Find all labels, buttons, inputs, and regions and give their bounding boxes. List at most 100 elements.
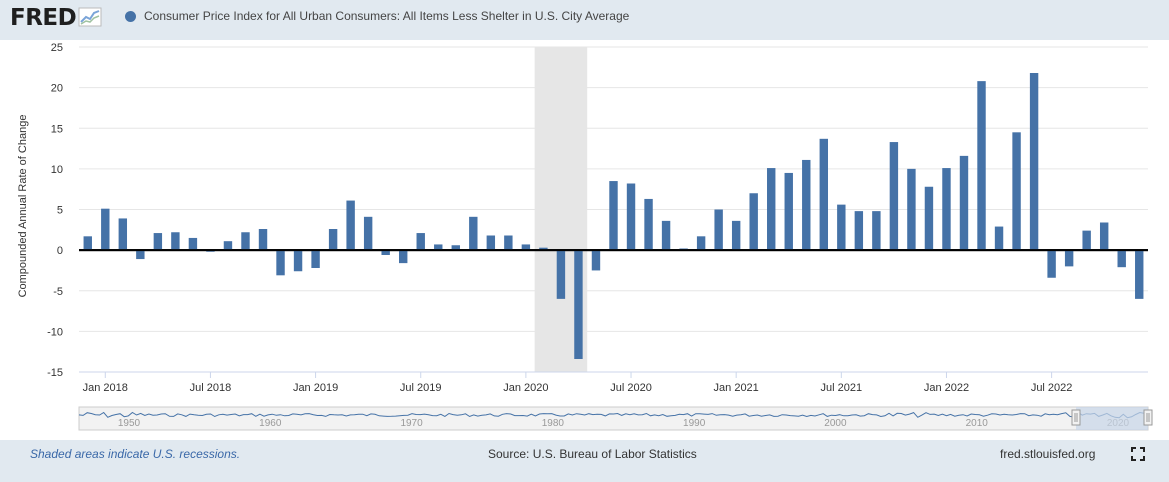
navigator-left-handle[interactable]	[1071, 409, 1081, 426]
bar[interactable]	[363, 216, 373, 251]
x-tick-label: Jul 2019	[400, 382, 442, 394]
bar[interactable]	[328, 229, 338, 251]
bar[interactable]	[1135, 250, 1144, 299]
legend-marker	[125, 10, 136, 22]
bar[interactable]	[626, 183, 636, 251]
bar[interactable]	[907, 168, 916, 251]
bar[interactable]	[889, 142, 899, 251]
x-tick-label: Jul 2020	[610, 382, 652, 394]
bar[interactable]	[1082, 230, 1091, 251]
bar[interactable]	[644, 198, 653, 251]
fullscreen-icon[interactable]	[1131, 447, 1145, 461]
y-tick-label: 5	[57, 205, 63, 217]
navigator-label: 1960	[259, 418, 282, 429]
y-tick-label: -10	[47, 326, 63, 338]
y-tick-label: 0	[57, 245, 63, 257]
bar[interactable]	[521, 244, 531, 251]
bar[interactable]	[188, 237, 198, 251]
logo-text: FRED	[10, 5, 77, 31]
bar[interactable]	[539, 247, 548, 251]
navigator-series-line	[78, 411, 1149, 419]
bar[interactable]	[504, 235, 513, 251]
y-tick-label: 15	[51, 123, 63, 135]
x-tick-label: Jan 2022	[924, 382, 969, 394]
y-tick-label: -5	[53, 286, 63, 298]
bar[interactable]	[416, 233, 425, 251]
navigator-label: 1950	[118, 418, 141, 429]
bar[interactable]	[574, 250, 583, 359]
bar[interactable]	[819, 138, 829, 251]
bar[interactable]	[872, 211, 881, 251]
chart-area: 25 20 15 10 5 0 -5 -10 -15 Jan 2018 Jul 2018 Jan 2…	[0, 40, 1169, 440]
navigator-selection[interactable]	[1076, 407, 1148, 430]
bar[interactable]	[136, 250, 145, 260]
bar[interactable]	[767, 168, 776, 251]
y-tick-label: 20	[51, 83, 63, 95]
bar[interactable]	[977, 81, 986, 251]
bar[interactable]	[802, 159, 811, 251]
navigator-label: 2000	[824, 418, 847, 429]
bar[interactable]	[696, 236, 706, 251]
bar[interactable]	[1099, 222, 1109, 251]
x-tick-label: Jul 2022	[1031, 382, 1073, 394]
bar[interactable]	[381, 250, 390, 255]
y-axis-title: Compounded Annual Rate of Change	[17, 115, 29, 298]
navigator-label: 1970	[400, 418, 423, 429]
recession-note: Shaded areas indicate U.S. recessions.	[30, 447, 241, 461]
y-tick-label: 25	[51, 42, 63, 54]
navigator-label: 2010	[966, 418, 989, 429]
x-tick-label: Jan 2021	[714, 382, 759, 394]
bar[interactable]	[486, 235, 496, 251]
bar[interactable]	[854, 211, 864, 251]
bar[interactable]	[1029, 73, 1039, 251]
bar[interactable]	[434, 244, 443, 251]
x-tick-label: Jan 2020	[503, 382, 548, 394]
source-note: Source: U.S. Bureau of Labor Statistics	[488, 447, 697, 461]
bar[interactable]	[1012, 132, 1021, 251]
bar[interactable]	[1064, 250, 1074, 267]
legend-series-label: Consumer Price Index for All Urban Consu…	[144, 9, 630, 23]
bar[interactable]	[924, 186, 934, 251]
bar[interactable]	[661, 220, 671, 251]
bar[interactable]	[171, 232, 180, 251]
bar[interactable]	[293, 250, 303, 272]
bar[interactable]	[591, 250, 601, 271]
site-link[interactable]: fred.stlouisfed.org	[1000, 447, 1096, 461]
bar[interactable]	[83, 236, 92, 251]
bar[interactable]	[101, 208, 110, 251]
navigator-right-handle[interactable]	[1143, 409, 1153, 426]
bar[interactable]	[942, 168, 951, 251]
bar[interactable]	[609, 181, 618, 251]
bar[interactable]	[153, 233, 163, 251]
bar[interactable]	[994, 226, 1004, 251]
bar[interactable]	[714, 209, 723, 251]
navigator-label: 1990	[683, 418, 706, 429]
bar[interactable]	[469, 216, 478, 251]
bar[interactable]	[118, 218, 128, 251]
bar[interactable]	[959, 155, 969, 251]
y-tick-label: 10	[51, 164, 63, 176]
bar[interactable]	[223, 241, 233, 251]
bar[interactable]	[398, 250, 408, 264]
bar[interactable]	[749, 193, 758, 251]
bar[interactable]	[241, 232, 250, 251]
bar[interactable]	[837, 204, 846, 251]
fred-logo[interactable]: FRED	[10, 4, 102, 32]
bar[interactable]	[258, 229, 268, 251]
y-tick-label: -15	[47, 367, 63, 379]
bar[interactable]	[311, 250, 320, 268]
navigator-label: 1980	[542, 418, 565, 429]
bar[interactable]	[1047, 250, 1056, 278]
bar[interactable]	[346, 200, 355, 251]
bar[interactable]	[731, 220, 741, 251]
x-tick-label: Jan 2018	[83, 382, 128, 394]
line-graph-icon	[78, 7, 102, 27]
x-tick-label: Jan 2019	[293, 382, 338, 394]
bar[interactable]	[556, 250, 566, 299]
x-tick-label: Jul 2021	[821, 382, 863, 394]
bar[interactable]	[451, 245, 460, 251]
bar[interactable]	[784, 172, 793, 251]
bar[interactable]	[276, 250, 285, 276]
chart-legend: Consumer Price Index for All Urban Consu…	[125, 9, 629, 23]
bar[interactable]	[1117, 250, 1126, 268]
